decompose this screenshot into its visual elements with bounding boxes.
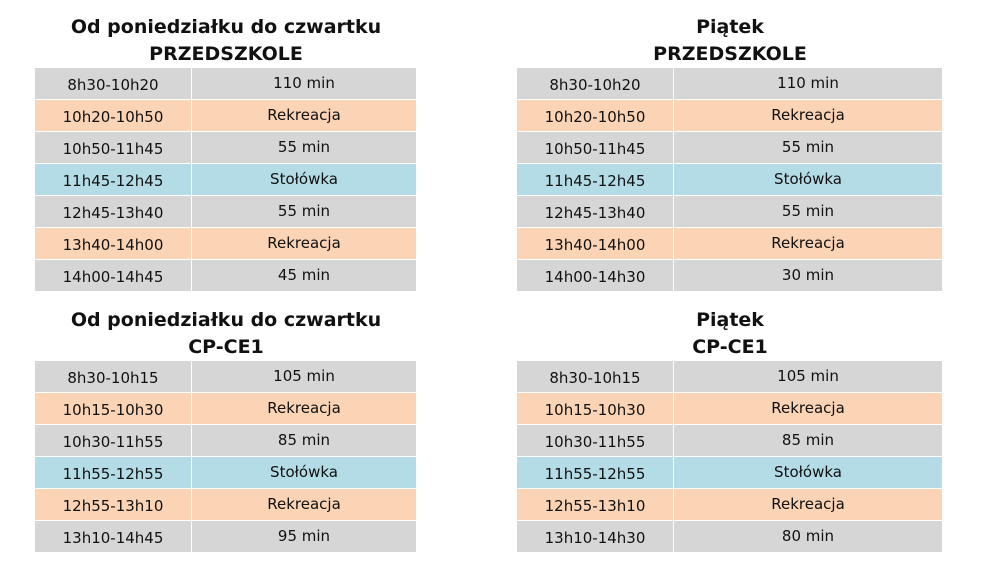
activity-cell: Stołówka xyxy=(191,163,417,196)
schedule-group-heading: CP-CE1 xyxy=(692,336,768,358)
activity-cell: 45 min xyxy=(191,259,417,292)
time-slot-cell: 10h30-11h55 xyxy=(35,424,192,457)
activity-cell: Stołówka xyxy=(191,456,417,489)
schedule-group-heading: PRZEDSZKOLE xyxy=(149,43,303,65)
schedule-days-heading: Piątek xyxy=(696,16,764,38)
schedule-row: 11h55-12h55 Stołówka xyxy=(517,456,943,489)
schedule-row: 13h40-14h00 Rekreacja xyxy=(35,227,417,260)
activity-cell: Rekreacja xyxy=(191,227,417,260)
schedule-row: 12h45-13h40 55 min xyxy=(517,195,943,228)
time-slot-cell: 10h20-10h50 xyxy=(517,99,674,132)
time-slot-cell: 12h55-13h10 xyxy=(517,488,674,521)
activity-cell: 85 min xyxy=(191,424,417,457)
activity-cell: 55 min xyxy=(191,131,417,164)
schedule-friday-przedszkole: Piątek PRZEDSZKOLE 8h30-10h20 110 min 10h2… xyxy=(517,14,943,292)
schedule-table: 8h30-10h15 105 min 10h15-10h30 Rekreacja 10h… xyxy=(517,361,943,553)
activity-cell: 105 min xyxy=(191,361,417,393)
activity-cell: 110 min xyxy=(673,68,943,100)
activity-cell: Rekreacja xyxy=(191,392,417,425)
schedule-row: 12h55-13h10 Rekreacja xyxy=(35,488,417,521)
schedule-days-heading: Piątek xyxy=(696,309,764,331)
activity-cell: 95 min xyxy=(191,520,417,553)
time-slot-cell: 14h00-14h45 xyxy=(35,259,192,292)
schedule-mon-thu-cp-ce1: Od poniedziałku do czwartku CP-CE1 8h30-… xyxy=(35,307,417,553)
schedule-row: 14h00-14h30 30 min xyxy=(517,259,943,292)
activity-cell: 105 min xyxy=(673,361,943,393)
time-slot-cell: 14h00-14h30 xyxy=(517,259,674,292)
schedule-row: 11h45-12h45 Stołówka xyxy=(517,163,943,196)
time-slot-cell: 8h30-10h15 xyxy=(517,361,674,393)
schedule-row: 13h10-14h45 95 min xyxy=(35,520,417,553)
activity-cell: 110 min xyxy=(191,68,417,100)
activity-cell: Stołówka xyxy=(673,163,943,196)
schedule-row: 10h20-10h50 Rekreacja xyxy=(517,99,943,132)
schedule-row: 14h00-14h45 45 min xyxy=(35,259,417,292)
schedule-row: 12h55-13h10 Rekreacja xyxy=(517,488,943,521)
time-slot-cell: 10h15-10h30 xyxy=(35,392,192,425)
schedule-group-heading: CP-CE1 xyxy=(188,336,264,358)
activity-cell: Rekreacja xyxy=(673,392,943,425)
schedule-table: 8h30-10h20 110 min 10h20-10h50 Rekreacja 10h… xyxy=(517,68,943,292)
schedule-row: 13h40-14h00 Rekreacja xyxy=(517,227,943,260)
time-slot-cell: 13h40-14h00 xyxy=(517,227,674,260)
time-slot-cell: 11h55-12h55 xyxy=(517,456,674,489)
schedule-row: 10h30-11h55 85 min xyxy=(517,424,943,457)
activity-cell: 30 min xyxy=(673,259,943,292)
schedule-mon-thu-przedszkole: Od poniedziałku do czwartku PRZEDSZKOLE … xyxy=(35,14,417,292)
schedule-friday-cp-ce1: Piątek CP-CE1 8h30-10h15 105 min 10h15-10h… xyxy=(517,307,943,553)
schedule-days-heading: Od poniedziałku do czwartku xyxy=(70,309,382,331)
time-slot-cell: 10h50-11h45 xyxy=(35,131,192,164)
time-slot-cell: 12h45-13h40 xyxy=(517,195,674,228)
time-slot-cell: 13h40-14h00 xyxy=(35,227,192,260)
schedule-row: 11h55-12h55 Stołówka xyxy=(35,456,417,489)
activity-cell: Stołówka xyxy=(673,456,943,489)
schedule-row: 10h20-10h50 Rekreacja xyxy=(35,99,417,132)
activity-cell: Rekreacja xyxy=(191,488,417,521)
schedule-days-heading: Od poniedziałku do czwartku xyxy=(70,16,382,38)
schedule-row: 13h10-14h30 80 min xyxy=(517,520,943,553)
activity-cell: 55 min xyxy=(191,195,417,228)
activity-cell: Rekreacja xyxy=(673,99,943,132)
activity-cell: Rekreacja xyxy=(673,227,943,260)
time-slot-cell: 10h15-10h30 xyxy=(517,392,674,425)
activity-cell: 80 min xyxy=(673,520,943,553)
schedule-row: 10h30-11h55 85 min xyxy=(35,424,417,457)
time-slot-cell: 11h45-12h45 xyxy=(517,163,674,196)
time-slot-cell: 12h45-13h40 xyxy=(35,195,192,228)
time-slot-cell: 10h20-10h50 xyxy=(35,99,192,132)
activity-cell: Rekreacja xyxy=(191,99,417,132)
activity-cell: 55 min xyxy=(673,131,943,164)
schedule-row: 8h30-10h15 105 min xyxy=(35,361,417,393)
activity-cell: Rekreacja xyxy=(673,488,943,521)
schedule-row: 10h15-10h30 Rekreacja xyxy=(35,392,417,425)
time-slot-cell: 11h55-12h55 xyxy=(35,456,192,489)
time-slot-cell: 12h55-13h10 xyxy=(35,488,192,521)
time-slot-cell: 8h30-10h20 xyxy=(517,68,674,100)
activity-cell: 85 min xyxy=(673,424,943,457)
schedule-row: 10h50-11h45 55 min xyxy=(35,131,417,164)
schedule-row: 8h30-10h15 105 min xyxy=(517,361,943,393)
schedule-row: 11h45-12h45 Stołówka xyxy=(35,163,417,196)
schedule-table: 8h30-10h20 110 min 10h20-10h50 Rekreacja 10h… xyxy=(35,68,417,292)
time-slot-cell: 10h30-11h55 xyxy=(517,424,674,457)
time-slot-cell: 13h10-14h30 xyxy=(517,520,674,553)
time-slot-cell: 13h10-14h45 xyxy=(35,520,192,553)
schedule-row: 12h45-13h40 55 min xyxy=(35,195,417,228)
time-slot-cell: 11h45-12h45 xyxy=(35,163,192,196)
schedule-table: 8h30-10h15 105 min 10h15-10h30 Rekreacja 10h… xyxy=(35,361,417,553)
schedule-group-heading: PRZEDSZKOLE xyxy=(653,43,807,65)
schedule-row: 8h30-10h20 110 min xyxy=(35,68,417,100)
time-slot-cell: 10h50-11h45 xyxy=(517,131,674,164)
schedule-row: 10h50-11h45 55 min xyxy=(517,131,943,164)
time-slot-cell: 8h30-10h20 xyxy=(35,68,192,100)
time-slot-cell: 8h30-10h15 xyxy=(35,361,192,393)
schedule-row: 10h15-10h30 Rekreacja xyxy=(517,392,943,425)
activity-cell: 55 min xyxy=(673,195,943,228)
schedule-row: 8h30-10h20 110 min xyxy=(517,68,943,100)
